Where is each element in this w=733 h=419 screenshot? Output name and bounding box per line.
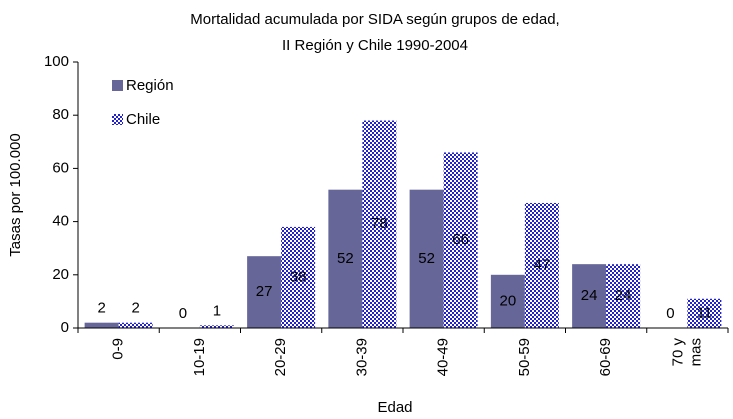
legend-label: Región [126, 77, 174, 94]
data-label: 47 [534, 256, 551, 273]
bar [409, 189, 444, 328]
y-tick-label: 40 [52, 213, 69, 230]
bar [199, 325, 234, 328]
bar [572, 264, 607, 328]
bar [490, 274, 525, 328]
y-tick-label: 60 [52, 159, 69, 176]
data-label: 0 [179, 305, 187, 322]
data-label: 2 [131, 300, 139, 317]
bar [443, 152, 478, 328]
data-label: 11 [697, 304, 713, 321]
bar [328, 189, 363, 328]
bar [281, 226, 316, 328]
legend-swatch [112, 80, 123, 91]
data-label: 66 [452, 231, 469, 248]
y-tick-label: 100 [44, 53, 69, 70]
data-label: 20 [500, 292, 517, 309]
data-label: 27 [256, 283, 273, 300]
chart-title: Mortalidad acumulada por SIDA según grup… [190, 11, 559, 28]
bar [687, 298, 722, 328]
y-tick-label: 80 [52, 106, 69, 123]
data-label: 1 [213, 302, 221, 319]
bar [247, 256, 282, 328]
x-tick-label: 0-9 [110, 338, 127, 360]
y-tick-label: 20 [52, 266, 69, 283]
x-tick-label: 60-69 [597, 338, 614, 376]
data-label: 52 [418, 250, 435, 267]
x-tick-label: 50-59 [516, 338, 533, 376]
x-tick-label: 30-39 [353, 338, 370, 376]
bar [362, 120, 397, 329]
x-tick-label: 20-29 [272, 338, 289, 376]
data-label: 24 [615, 287, 632, 304]
bar [606, 264, 641, 328]
data-label: 52 [337, 250, 354, 267]
x-tick-label: 10-19 [191, 338, 208, 376]
legend-label: Chile [126, 111, 160, 128]
y-axis-label: Tasas por 100.000 [7, 133, 24, 256]
chart-subtitle: II Región y Chile 1990-2004 [282, 37, 468, 54]
data-label: 38 [290, 268, 307, 285]
bar [524, 202, 559, 328]
bar [84, 322, 119, 328]
data-label: 78 [371, 215, 388, 232]
bar [118, 322, 153, 328]
x-tick-label: 40-49 [435, 338, 452, 376]
x-axis-label: Edad [377, 399, 412, 416]
data-label: 2 [97, 300, 105, 317]
x-tick-label: 70 ymas [669, 338, 704, 367]
data-label: 24 [581, 287, 598, 304]
y-tick-label: 0 [61, 319, 69, 336]
legend-swatch [112, 114, 123, 125]
data-label: 0 [666, 305, 674, 322]
